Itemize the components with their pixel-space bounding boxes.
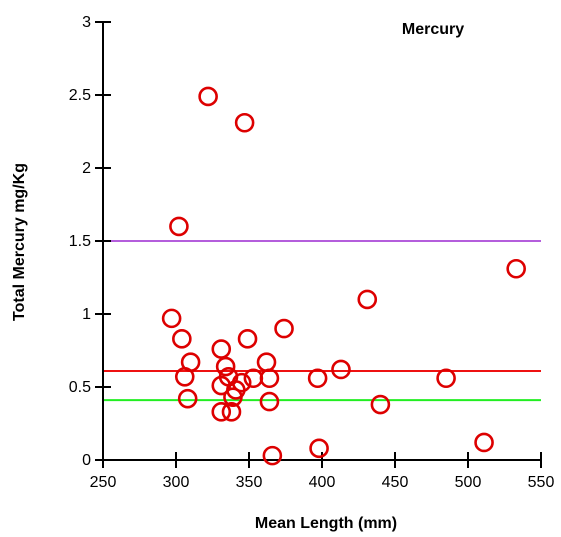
x-tick-label: 300	[163, 474, 190, 491]
x-tick-label: 250	[90, 474, 117, 491]
x-tick-label: 350	[236, 474, 263, 491]
data-point	[172, 329, 192, 349]
data-point	[221, 402, 242, 422]
y-tick-label: 0.5	[69, 379, 91, 396]
data-point	[274, 318, 294, 339]
data-point	[259, 368, 280, 389]
y-tick-label: 1.5	[69, 233, 91, 250]
data-point	[169, 216, 189, 237]
data-point	[357, 289, 378, 310]
data-point	[161, 308, 182, 329]
data-point	[174, 366, 195, 387]
x-tick-label: 450	[382, 474, 409, 491]
data-point	[177, 388, 198, 409]
data-point	[506, 258, 526, 279]
x-tick-label: 400	[309, 474, 336, 491]
chart-title: Mercury	[402, 21, 464, 38]
data-point	[259, 391, 280, 412]
data-point	[237, 329, 258, 349]
x-axis-title: Mean Length (mm)	[255, 515, 397, 532]
y-tick-label: 2	[82, 160, 91, 177]
data-point	[262, 445, 283, 466]
x-tick-label: 550	[528, 474, 555, 491]
y-axis-title: Total Mercury mg/Kg	[11, 163, 28, 321]
data-points	[161, 86, 526, 466]
axes: 0 0.5 1 1.5 2 2.5 3 250 300 350 400 450 500 550	[69, 14, 555, 491]
data-point	[198, 86, 218, 107]
y-tick-label: 2.5	[69, 87, 91, 104]
data-point	[234, 112, 255, 133]
data-point	[211, 402, 232, 422]
data-point	[370, 394, 391, 415]
y-tick-label: 0	[82, 452, 91, 469]
data-point	[215, 356, 236, 377]
x-tick-label: 500	[455, 474, 482, 491]
data-point	[223, 387, 243, 408]
data-point	[331, 359, 351, 380]
y-tick-label: 1	[82, 306, 91, 323]
data-point	[436, 368, 456, 389]
data-point	[211, 339, 232, 359]
data-point	[256, 352, 277, 372]
data-point	[309, 438, 329, 459]
data-point	[307, 368, 328, 389]
y-tick-label: 3	[82, 14, 91, 31]
reference-lines	[103, 240, 541, 402]
data-point	[474, 432, 494, 453]
